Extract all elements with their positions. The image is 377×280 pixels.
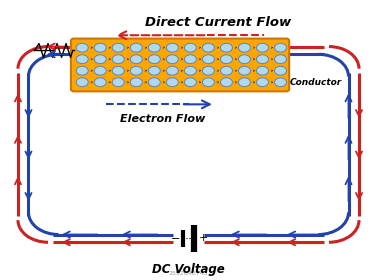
Circle shape (76, 55, 88, 64)
Circle shape (202, 66, 215, 75)
Circle shape (239, 78, 250, 87)
Circle shape (112, 66, 124, 75)
Circle shape (94, 66, 106, 75)
Text: DC Voltage: DC Voltage (152, 263, 225, 276)
Circle shape (256, 55, 268, 64)
Circle shape (148, 43, 160, 52)
Circle shape (256, 78, 268, 87)
Circle shape (274, 43, 287, 52)
Circle shape (130, 43, 142, 52)
Circle shape (148, 66, 160, 75)
Circle shape (76, 43, 88, 52)
Circle shape (112, 43, 124, 52)
Circle shape (130, 66, 142, 75)
Circle shape (148, 55, 160, 64)
Circle shape (274, 78, 287, 87)
Text: $-$: $-$ (170, 232, 181, 242)
Circle shape (94, 78, 106, 87)
Circle shape (184, 66, 196, 75)
Circle shape (239, 66, 250, 75)
Circle shape (184, 78, 196, 87)
Circle shape (94, 43, 106, 52)
Text: $+$: $+$ (198, 232, 208, 242)
Circle shape (112, 55, 124, 64)
Circle shape (221, 78, 233, 87)
Circle shape (256, 66, 268, 75)
Circle shape (166, 66, 178, 75)
Circle shape (112, 78, 124, 87)
Circle shape (184, 55, 196, 64)
Circle shape (221, 43, 233, 52)
Circle shape (166, 55, 178, 64)
Circle shape (166, 43, 178, 52)
Text: Conductor: Conductor (290, 78, 342, 87)
Circle shape (76, 78, 88, 87)
Text: Electron Flow: Electron Flow (120, 114, 205, 124)
Circle shape (274, 66, 287, 75)
Circle shape (274, 55, 287, 64)
Circle shape (130, 55, 142, 64)
Circle shape (94, 55, 106, 64)
Text: Direct Current Flow: Direct Current Flow (146, 16, 292, 29)
Circle shape (256, 43, 268, 52)
Circle shape (221, 66, 233, 75)
Circle shape (166, 78, 178, 87)
Circle shape (221, 55, 233, 64)
Circle shape (239, 43, 250, 52)
Text: 2592840743: 2592840743 (169, 271, 208, 276)
Circle shape (202, 55, 215, 64)
Circle shape (148, 78, 160, 87)
Circle shape (202, 43, 215, 52)
Circle shape (202, 78, 215, 87)
Circle shape (130, 78, 142, 87)
FancyBboxPatch shape (71, 39, 289, 91)
Circle shape (184, 43, 196, 52)
Circle shape (76, 66, 88, 75)
Circle shape (239, 55, 250, 64)
